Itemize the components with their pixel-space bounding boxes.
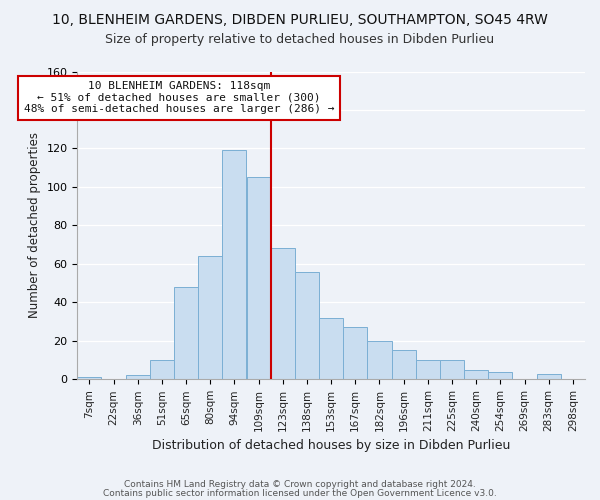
Bar <box>223 150 247 380</box>
Bar <box>367 341 392 380</box>
Bar <box>271 248 295 380</box>
Text: Contains public sector information licensed under the Open Government Licence v3: Contains public sector information licen… <box>103 489 497 498</box>
Bar <box>77 378 101 380</box>
Bar <box>440 360 464 380</box>
Bar <box>174 287 198 380</box>
Bar <box>247 178 271 380</box>
Bar <box>198 256 223 380</box>
Text: Size of property relative to detached houses in Dibden Purlieu: Size of property relative to detached ho… <box>106 32 494 46</box>
Bar <box>319 318 343 380</box>
Text: Contains HM Land Registry data © Crown copyright and database right 2024.: Contains HM Land Registry data © Crown c… <box>124 480 476 489</box>
Bar <box>464 370 488 380</box>
Bar <box>150 360 174 380</box>
Y-axis label: Number of detached properties: Number of detached properties <box>28 132 41 318</box>
Bar <box>343 328 367 380</box>
X-axis label: Distribution of detached houses by size in Dibden Purlieu: Distribution of detached houses by size … <box>152 440 511 452</box>
Bar <box>536 374 561 380</box>
Bar <box>392 350 416 380</box>
Bar <box>488 372 512 380</box>
Text: 10, BLENHEIM GARDENS, DIBDEN PURLIEU, SOUTHAMPTON, SO45 4RW: 10, BLENHEIM GARDENS, DIBDEN PURLIEU, SO… <box>52 12 548 26</box>
Bar <box>125 376 150 380</box>
Bar <box>295 272 319 380</box>
Text: 10 BLENHEIM GARDENS: 118sqm
← 51% of detached houses are smaller (300)
48% of se: 10 BLENHEIM GARDENS: 118sqm ← 51% of det… <box>23 81 334 114</box>
Bar <box>416 360 440 380</box>
